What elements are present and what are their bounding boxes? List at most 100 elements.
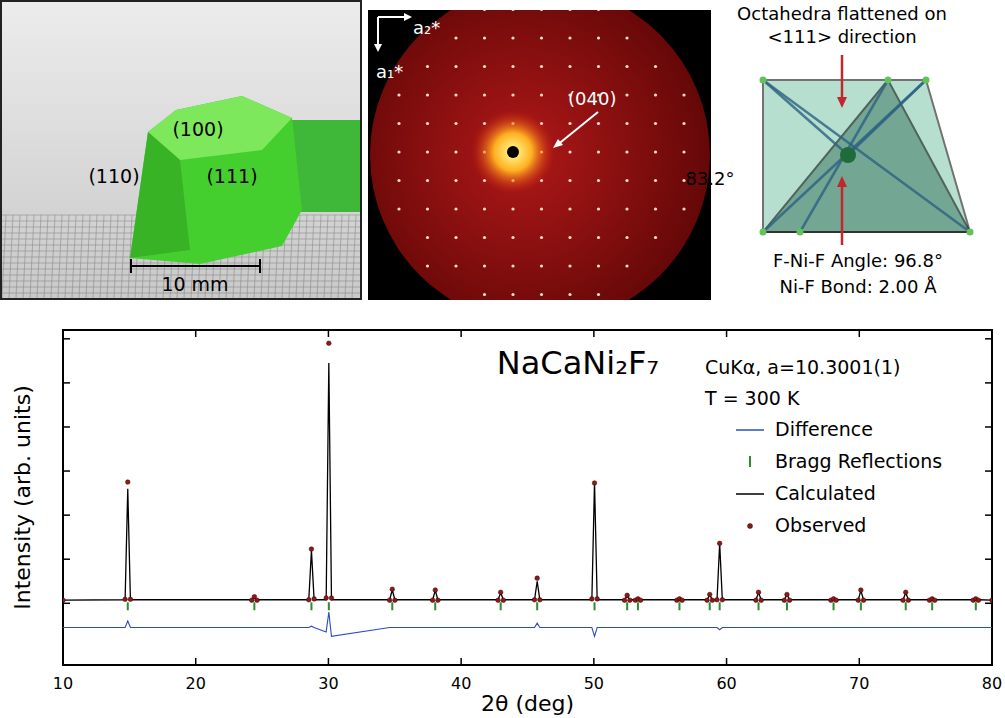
- laue-spot: [654, 122, 657, 125]
- observed-point: [329, 596, 334, 601]
- x-tick-label: 70: [849, 674, 869, 693]
- laue-spot: [568, 122, 571, 125]
- observed-point: [430, 598, 435, 603]
- laue-spot: [568, 207, 571, 210]
- plot-data: [63, 341, 992, 636]
- grid-line: [2, 215, 6, 298]
- face-label: (111): [206, 165, 257, 187]
- laue-spot: [597, 122, 600, 125]
- laue-spot: [682, 93, 685, 96]
- x-tick-label: 80: [982, 674, 1002, 693]
- laue-spot: [597, 150, 600, 153]
- x-tick-label: 10: [53, 674, 73, 693]
- annotation: T = 300 K: [704, 387, 800, 409]
- y-tick: [63, 382, 70, 384]
- laue-spot: [511, 36, 514, 39]
- arrow-head: [404, 13, 412, 21]
- axis-label: a₂*: [413, 17, 440, 38]
- photo-bg: [2, 2, 360, 298]
- laue-spot: [540, 207, 543, 210]
- observed-point: [306, 597, 311, 602]
- bond-text: Ni-F Bond: 2.00 Å: [779, 276, 937, 297]
- laue-spot: [426, 65, 429, 68]
- bond: [763, 80, 848, 155]
- bond: [800, 80, 888, 232]
- arrow: [841, 55, 844, 100]
- laue-spot: [654, 150, 657, 153]
- octahedron-face: [763, 80, 970, 232]
- photo-panel: (100)(110)(111)10 mm: [1, 1, 361, 299]
- observed-point: [856, 598, 861, 603]
- grid-line: [51, 215, 55, 298]
- fluorine: [760, 77, 767, 84]
- chart-title: NaCaNi₂F₇: [497, 344, 659, 382]
- laue-spot: [483, 65, 486, 68]
- nickel: [840, 147, 856, 163]
- laue-spot: [426, 236, 429, 239]
- legend-swatch: [749, 456, 751, 467]
- spot-arrow: [556, 112, 598, 146]
- observed-point: [785, 592, 790, 597]
- laue-spot: [483, 293, 486, 296]
- laue-spot: [568, 65, 571, 68]
- crystal-face: [148, 96, 292, 160]
- grid-line: [9, 215, 13, 298]
- observed-point: [901, 598, 906, 603]
- grid-line: [58, 215, 62, 298]
- angle-text: F-Ni-F Angle: 96.8°: [773, 250, 943, 271]
- laue-spot: [511, 10, 514, 11]
- laue-spot: [654, 93, 657, 96]
- laue-spot: [483, 207, 486, 210]
- laue-spot: [426, 207, 429, 210]
- laue-spot: [454, 264, 457, 267]
- grid-line: [331, 215, 335, 298]
- title-line: Octahedra flattened on: [737, 3, 947, 24]
- laue-spot: [682, 207, 685, 210]
- x-tick: [460, 330, 462, 337]
- bragg-tick: [833, 602, 835, 610]
- annotation: CuKα, a=10.3001(1): [705, 356, 900, 378]
- axis-label: a₁*: [376, 61, 403, 82]
- laue-spot: [426, 264, 429, 267]
- observed-point: [903, 590, 908, 595]
- observed-point: [754, 598, 759, 603]
- plot-frame: [63, 330, 992, 665]
- grid-line: [65, 215, 69, 298]
- observed-point: [707, 592, 712, 597]
- laue-spot: [597, 264, 600, 267]
- laue-spot: [597, 293, 600, 296]
- x-tick: [593, 330, 595, 337]
- laue-spot: [397, 93, 400, 96]
- observed-point: [496, 598, 501, 603]
- observed-point: [538, 597, 543, 602]
- observed-point: [498, 590, 503, 595]
- grid-line: [2, 263, 360, 264]
- x-tick-label: 40: [451, 674, 471, 693]
- observed-point: [710, 598, 715, 603]
- laue-spot: [454, 179, 457, 182]
- grid-line: [72, 215, 76, 298]
- laue-spot: [511, 264, 514, 267]
- legend-swatch: [736, 429, 764, 431]
- legend-label: Calculated: [775, 482, 876, 504]
- grid-line: [93, 215, 97, 298]
- observed-point: [595, 597, 600, 602]
- grid-line: [114, 215, 118, 298]
- observed-point: [501, 598, 506, 603]
- octahedron-face: [763, 80, 970, 232]
- crystal-face: [130, 132, 190, 258]
- observed-point: [622, 598, 627, 603]
- laue-spot: [568, 264, 571, 267]
- y-tick: [985, 426, 992, 428]
- observed-point: [532, 597, 537, 602]
- y-tick: [63, 558, 70, 560]
- observed-point: [976, 598, 981, 603]
- bond: [763, 80, 926, 232]
- observed-point: [625, 593, 630, 598]
- x-tick: [62, 330, 64, 337]
- legend-label: Bragg Reflections: [775, 450, 942, 472]
- grid-line: [121, 215, 125, 298]
- arrow-head: [837, 97, 847, 108]
- observed-point: [990, 598, 992, 603]
- laue-spot: [454, 65, 457, 68]
